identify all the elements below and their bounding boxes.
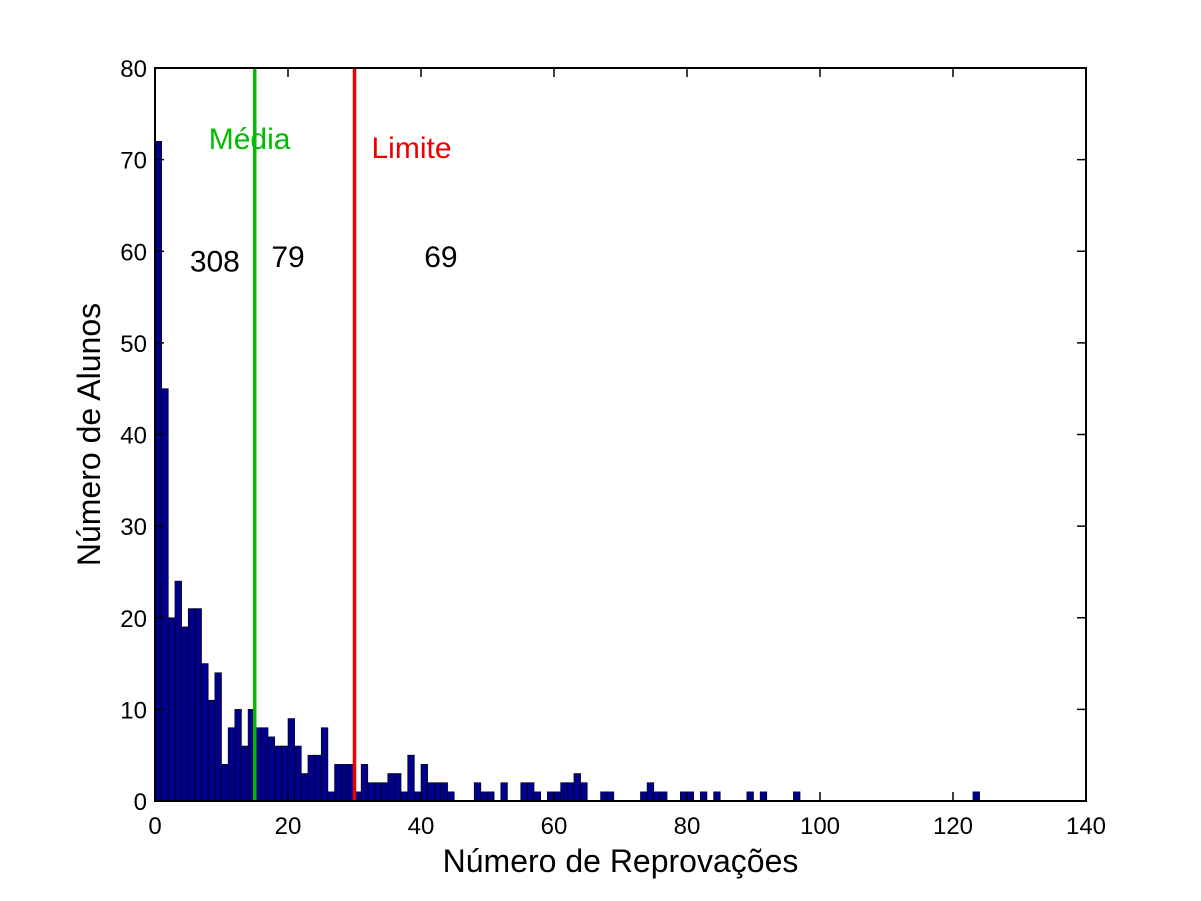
histogram-bar: [207, 699, 216, 802]
count-annotation: 308: [190, 245, 240, 278]
histogram-bar: [414, 791, 422, 802]
histogram-bar: [294, 745, 302, 802]
histogram-bar: [314, 754, 322, 802]
histogram-bar: [187, 608, 196, 802]
histogram-bar: [640, 791, 648, 802]
histogram-bar: [580, 782, 588, 802]
histogram-bar: [340, 764, 349, 802]
histogram-bar: [221, 764, 229, 802]
histogram-bar: [447, 791, 455, 802]
histogram-bar: [400, 791, 408, 802]
histogram-bar: [606, 791, 615, 802]
histogram-bar: [387, 773, 395, 802]
histogram-bar: [972, 791, 980, 802]
reference-lines: Média Limite: [209, 68, 452, 801]
histogram-bar: [680, 791, 688, 802]
plot-frame: [154, 67, 1087, 802]
histogram-bar: [759, 791, 768, 802]
histogram-bar: [281, 745, 289, 802]
count-annotation: 69: [424, 241, 457, 274]
histogram-bar: [407, 754, 415, 802]
histogram-bar: [287, 718, 295, 802]
histogram-bar: [487, 791, 495, 802]
histogram-bar: [334, 764, 342, 802]
x-tick-label: 20: [275, 813, 302, 840]
histogram-bar: [274, 745, 282, 802]
histogram-bar: [267, 736, 275, 802]
histogram-bar: [713, 791, 721, 802]
histogram-bar: [201, 663, 209, 802]
histogram-bar: [520, 782, 528, 802]
histogram-bar: [327, 791, 335, 802]
histogram-bar: [241, 745, 249, 802]
histogram-bar: [168, 617, 176, 802]
histogram-bar: [234, 709, 242, 802]
histogram-bar: [686, 791, 694, 802]
y-tick-label: 10: [120, 697, 147, 724]
histogram-bar: [320, 727, 329, 802]
histogram-bar: [300, 773, 309, 802]
x-axis-title: Número de Reprovações: [443, 843, 799, 879]
y-axis-ticks: 0 10 20 30 40 50 60 70 80: [120, 56, 1086, 816]
x-tick-label: 120: [933, 813, 973, 840]
histogram-bar: [533, 791, 541, 802]
y-tick-label: 70: [120, 148, 147, 175]
histogram-bar: [374, 782, 382, 802]
y-axis-title: Número de Alunos: [71, 303, 107, 566]
y-tick-label: 50: [120, 331, 147, 358]
histogram-bar: [194, 608, 202, 802]
histogram-bar: [307, 754, 315, 802]
y-tick-label: 0: [134, 789, 147, 816]
histogram-bar: [500, 782, 508, 802]
histogram-bar: [433, 782, 442, 802]
histogram-bar: [560, 782, 568, 802]
x-tick-label: 100: [800, 813, 840, 840]
count-annotations: 308 79 69: [190, 241, 458, 279]
histogram-bar: [394, 773, 402, 802]
histogram-bars: [154, 141, 980, 802]
x-tick-label: 0: [148, 813, 161, 840]
histogram-bar: [440, 782, 448, 802]
histogram-bar: [547, 791, 555, 802]
y-tick-label: 20: [120, 606, 147, 633]
reference-line-label: Limite: [372, 132, 452, 165]
histogram-bar: [646, 782, 655, 802]
y-tick-label: 40: [120, 423, 147, 450]
histogram-bar: [699, 791, 708, 802]
reference-line-label: Média: [209, 123, 291, 156]
histogram-bar: [367, 782, 375, 802]
x-axis-ticks: 0 20 40 60 80 100 120 140: [148, 68, 1106, 840]
histogram-bar: [161, 388, 169, 802]
histogram-bar: [566, 782, 575, 802]
histogram-bar: [420, 764, 428, 802]
y-tick-label: 80: [120, 56, 147, 83]
histogram-bar: [653, 791, 661, 802]
histogram-bar: [174, 580, 182, 802]
count-annotation: 79: [271, 241, 304, 274]
histogram-bar: [261, 727, 269, 802]
histogram-bar: [473, 782, 482, 802]
histogram-bar: [573, 773, 581, 802]
histogram-bar: [553, 791, 561, 802]
histogram-bar: [746, 791, 754, 802]
histogram-bar: [360, 764, 369, 802]
x-tick-label: 140: [1066, 813, 1106, 840]
histogram-bar: [181, 626, 189, 802]
x-tick-label: 40: [408, 813, 435, 840]
x-tick-label: 80: [674, 813, 701, 840]
histogram-bar: [527, 782, 535, 802]
histogram-bar: [600, 791, 608, 802]
histogram-bar: [427, 782, 435, 802]
histogram-bar: [214, 672, 222, 802]
histogram-bar: [480, 791, 488, 802]
y-tick-label: 60: [120, 239, 147, 266]
y-tick-label: 30: [120, 514, 147, 541]
histogram-bar: [660, 791, 668, 802]
histogram-bar: [793, 791, 801, 802]
histogram-bar: [227, 727, 236, 802]
x-tick-label: 60: [541, 813, 568, 840]
histogram-bar: [380, 782, 389, 802]
